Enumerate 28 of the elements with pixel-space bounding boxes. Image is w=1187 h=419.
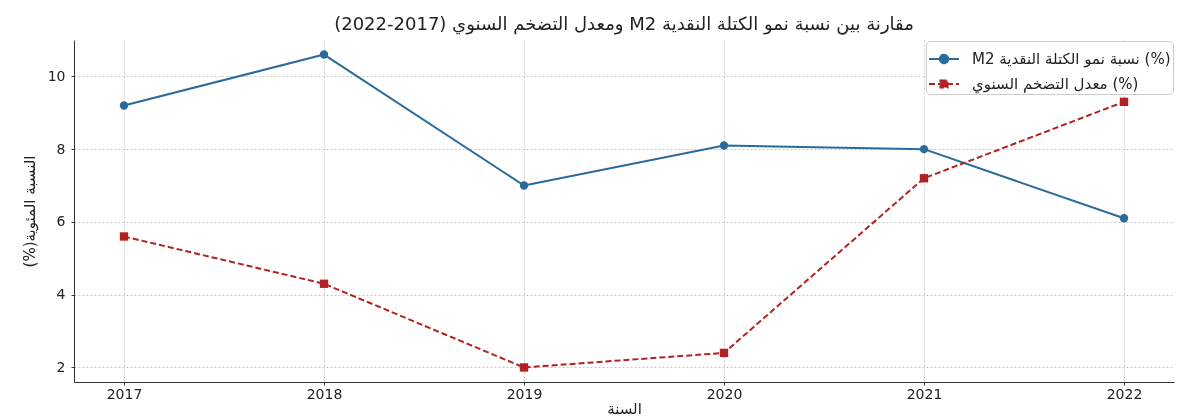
y-tick-label: 4 (56, 286, 66, 303)
point (319, 50, 329, 59)
point (719, 348, 729, 358)
x-tick-label: 2021 (906, 385, 943, 402)
point (1119, 214, 1129, 223)
point (519, 181, 529, 190)
y-axis-title: النسبة المئوية(%) (20, 155, 39, 268)
point (719, 141, 729, 150)
y-tick-label: 10 (47, 67, 66, 84)
x-tick-label: 2017 (106, 385, 143, 402)
point (119, 232, 129, 241)
chart-title: مقارنة بين نسبة نمو الكتلة النقدية M2 ومعدل التضخم السنوي (2017-2022) (334, 13, 914, 35)
x-axis-title: السنة (607, 399, 642, 418)
point (519, 363, 529, 372)
point (119, 101, 129, 110)
x-tick-label: 2018 (306, 385, 343, 402)
y-tick-label: 6 (56, 213, 66, 230)
x-tick-label: 2020 (706, 385, 743, 402)
point (319, 279, 329, 288)
x-tick-label: 2019 (506, 385, 543, 402)
legend-label: (%) معدل التضخم السنوي (972, 75, 1139, 94)
y-tick-label: 8 (56, 140, 66, 157)
x-tick-label: 2022 (1106, 385, 1143, 402)
point (919, 144, 929, 154)
point (919, 174, 929, 183)
y-tick-label: 2 (56, 358, 66, 375)
point (1119, 97, 1129, 107)
legend-label: (%) نسبة نمو الكتلة النقدية M2 (972, 50, 1171, 68)
